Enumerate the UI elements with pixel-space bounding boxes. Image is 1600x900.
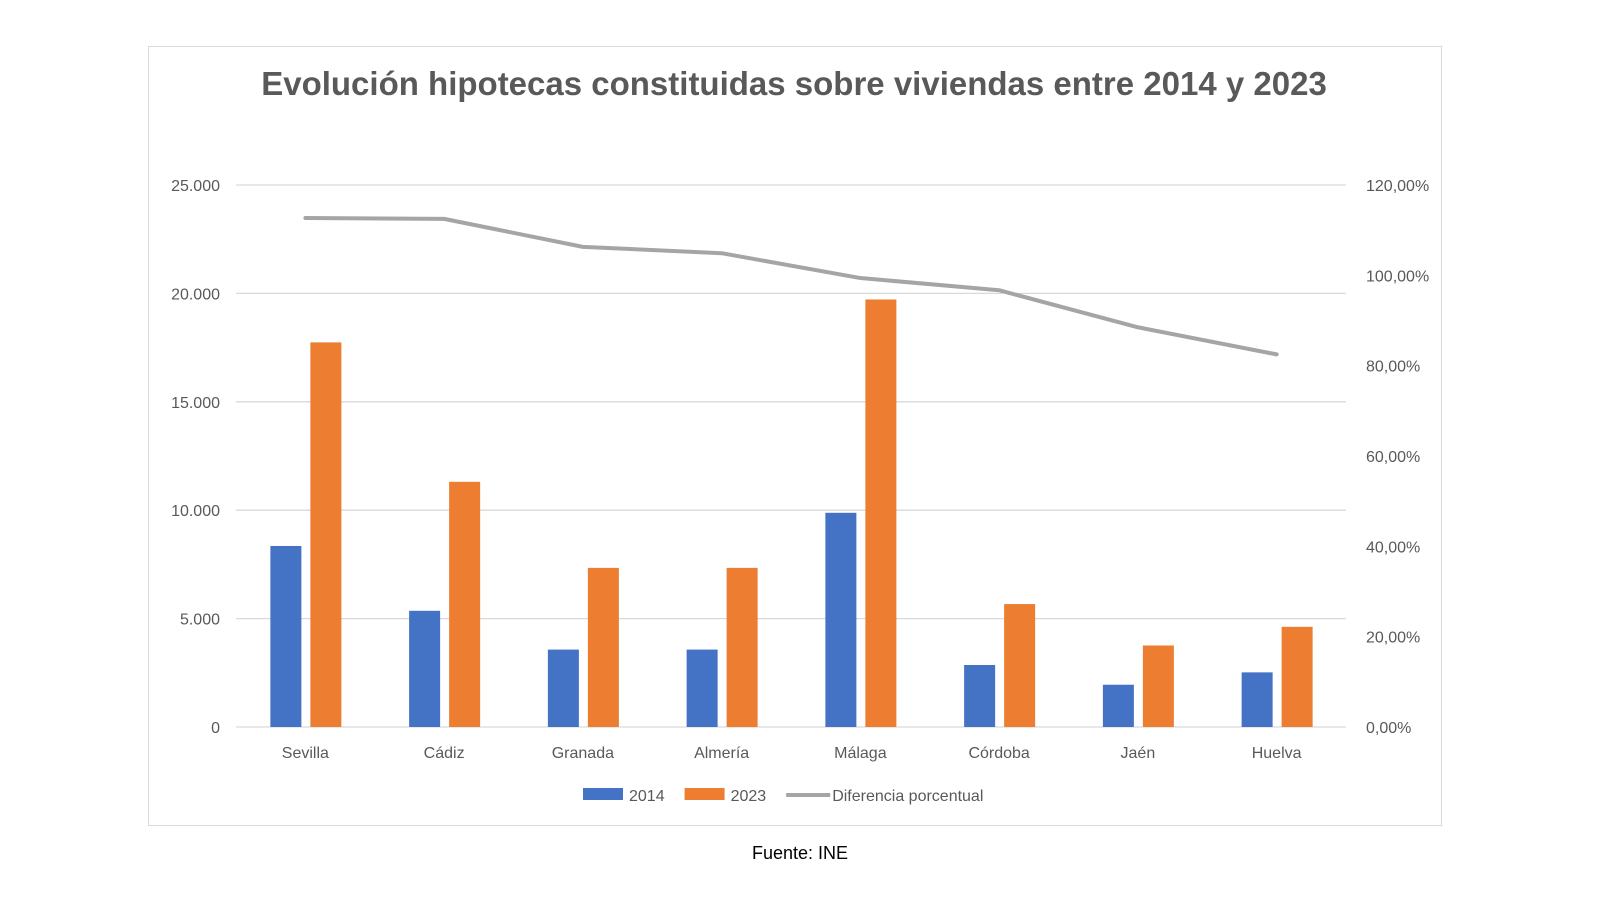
bar-2014 — [409, 610, 441, 727]
legend-swatch-2023 — [684, 788, 725, 800]
bar-2023 — [587, 567, 619, 727]
chart-title: Evolución hipotecas constituidas sobre v… — [261, 65, 1327, 102]
x-tick-label: Huelva — [1252, 745, 1302, 762]
bar-2023 — [449, 481, 481, 727]
bar-2014 — [547, 649, 579, 727]
x-tick-label: Cádiz — [424, 745, 465, 762]
legend-label: 2014 — [629, 788, 665, 805]
y-left-tick-label: 25.000 — [171, 178, 220, 195]
bar-2023 — [726, 567, 758, 727]
legend-label: 2023 — [731, 788, 767, 805]
y-right-tick-label: 0,00% — [1366, 720, 1411, 737]
bar-2014 — [825, 512, 857, 727]
legend-label: Diferencia porcentual — [832, 788, 983, 805]
x-tick-label: Almería — [694, 745, 749, 762]
bar-2014 — [1241, 672, 1273, 727]
x-tick-label: Jaén — [1121, 745, 1156, 762]
bar-2023 — [1142, 645, 1174, 727]
bar-2023 — [1004, 604, 1036, 727]
bar-2014 — [964, 664, 996, 727]
y-right-tick-label: 20,00% — [1366, 630, 1420, 647]
x-tick-label: Málaga — [834, 745, 887, 762]
x-tick-label: Granada — [552, 745, 614, 762]
y-left-tick-label: 20.000 — [171, 286, 220, 303]
y-right-tick-label: 120,00% — [1366, 178, 1429, 195]
x-tick-label: Sevilla — [282, 745, 329, 762]
y-right-tick-label: 40,00% — [1366, 539, 1420, 556]
bar-2014 — [270, 545, 302, 727]
y-left-tick-label: 10.000 — [171, 503, 220, 520]
chart-frame — [148, 46, 1442, 826]
y-left-tick-label: 15.000 — [171, 395, 220, 412]
bar-2023 — [310, 342, 342, 727]
bar-2023 — [865, 299, 897, 727]
y-right-tick-label: 80,00% — [1366, 359, 1420, 376]
bar-2014 — [686, 649, 718, 727]
y-left-tick-label: 0 — [211, 720, 220, 737]
bar-2023 — [1281, 626, 1313, 727]
y-left-tick-label: 5.000 — [180, 612, 220, 629]
line-diferencia-porcentual — [303, 215, 1279, 357]
source-note: Fuente: INE — [751, 843, 849, 863]
y-right-tick-label: 60,00% — [1366, 449, 1420, 466]
x-tick-label: Córdoba — [968, 745, 1029, 762]
legend-swatch-2014 — [583, 788, 623, 800]
y-right-tick-label: 100,00% — [1366, 268, 1429, 285]
bar-2014 — [1102, 684, 1134, 727]
